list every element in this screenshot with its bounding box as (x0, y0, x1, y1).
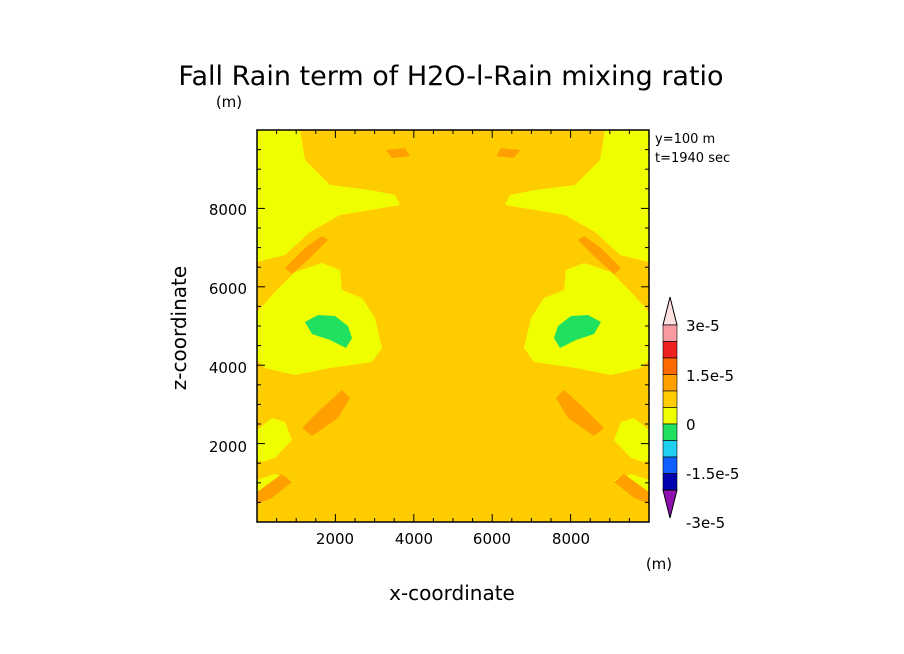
y-tick-label: 4000 (209, 359, 247, 377)
x-tick-labels: 2000 4000 6000 8000 (316, 530, 590, 548)
colorbar-swatch (662, 423, 678, 441)
colorbar-swatch (662, 456, 678, 474)
colorbar-swatch (662, 473, 678, 491)
colorbar-swatch (662, 407, 678, 425)
y-axis-label: z-coordinate (167, 266, 191, 390)
colorbar-swatch (662, 390, 678, 408)
colorbar-top-arrow (662, 296, 678, 326)
colorbar-tick-label: 3e-5 (686, 317, 720, 335)
colorbar-labels: 3e-5 1.5e-5 0 -1.5e-5 -3e-5 (686, 317, 739, 532)
field-band-right-bottom (614, 474, 649, 504)
field-region-left-upper (257, 130, 400, 262)
annotation-t: t=1940 sec (655, 151, 730, 166)
colorbar-swatch (662, 357, 678, 375)
x-tick-label: 8000 (552, 530, 590, 548)
field-region-right-green (554, 315, 601, 348)
colorbar-tick-label: 0 (686, 416, 696, 434)
field-band-right-lower (556, 390, 604, 436)
x-tick-label: 2000 (316, 530, 354, 548)
field-region-left-green (305, 315, 352, 348)
colorbar-bottom-arrow (662, 489, 678, 519)
colorbar-swatch (662, 324, 678, 342)
axis-ticks (257, 130, 649, 522)
field-region-left-lower (257, 418, 292, 462)
colorbar-tick-label: 1.5e-5 (686, 367, 734, 385)
title-unit: (m) (216, 93, 242, 111)
x-tick-label: 6000 (473, 530, 511, 548)
field-band-left-upper (285, 236, 328, 274)
field-band-left-lower (302, 390, 350, 436)
field-band-left-bottom (257, 474, 292, 504)
colorbar-tick-label: -1.5e-5 (686, 465, 739, 483)
field-region-right-upper (505, 130, 649, 262)
y-tick-labels: 2000 4000 6000 8000 (209, 201, 247, 456)
y-tick-label: 2000 (209, 438, 247, 456)
field-band-left-top (386, 148, 410, 158)
colorbar-swatch (662, 440, 678, 458)
x-axis-label: x-coordinate (389, 581, 515, 605)
chart-title: Fall Rain term of H2O-l-Rain mixing rati… (178, 61, 723, 92)
field-plot (257, 130, 649, 522)
y-tick-label: 6000 (209, 280, 247, 298)
annotation-y: y=100 m (655, 132, 715, 147)
field-band-right-top (496, 148, 520, 158)
colorbar-unit: (m) (646, 555, 672, 573)
y-tick-label: 8000 (209, 201, 247, 219)
colorbar-swatch (662, 374, 678, 392)
colorbar-tick-label: -3e-5 (686, 514, 725, 532)
field-region-right-lower (614, 418, 649, 462)
field-band-right-upper (578, 236, 621, 274)
colorbar (662, 296, 678, 519)
colorbar-swatch (662, 341, 678, 359)
x-tick-label: 4000 (395, 530, 433, 548)
